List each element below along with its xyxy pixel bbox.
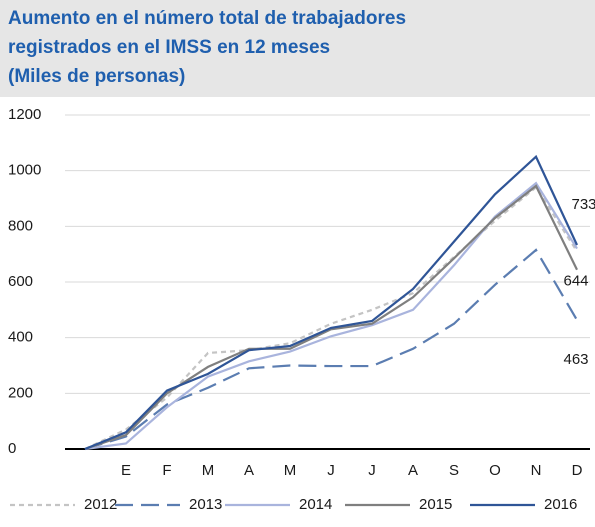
y-tick-label: 0 (8, 440, 16, 457)
title-background (0, 0, 595, 97)
legend-label: 2016 (544, 496, 577, 513)
chart-title: Aumento en el número total de trabajador… (8, 8, 406, 29)
x-tick-label: N (531, 462, 542, 479)
series-line (84, 154, 578, 451)
legend-label: 2013 (189, 496, 222, 513)
y-tick-label: 200 (8, 384, 33, 401)
x-tick-label: J (327, 462, 335, 479)
chart-title: (Miles de personas) (8, 66, 185, 87)
x-tick-label: O (489, 462, 501, 479)
legend-label: 2014 (299, 496, 332, 513)
x-tick-label: A (408, 462, 418, 479)
series-line (84, 181, 578, 451)
x-tick-label: J (368, 462, 376, 479)
y-tick-label: 400 (8, 329, 33, 346)
x-tick-label: S (449, 462, 459, 479)
x-tick-label: E (121, 462, 131, 479)
y-tick-label: 1200 (8, 106, 41, 123)
legend-label: 2012 (84, 496, 117, 513)
series-line (84, 184, 578, 451)
data-label: 463 (563, 351, 588, 368)
x-tick-label: D (572, 462, 583, 479)
y-tick-label: 800 (8, 217, 33, 234)
x-tick-label: M (284, 462, 297, 479)
legend-label: 2015 (419, 496, 452, 513)
x-tick-label: A (244, 462, 254, 479)
series-line (84, 248, 578, 451)
x-tick-label: M (202, 462, 215, 479)
y-tick-label: 1000 (8, 162, 41, 179)
chart-title: registrados en el IMSS en 12 meses (8, 37, 330, 58)
data-label: 644 (563, 273, 588, 290)
y-tick-label: 600 (8, 273, 33, 290)
data-label: 733 (571, 196, 595, 213)
x-tick-label: F (162, 462, 171, 479)
